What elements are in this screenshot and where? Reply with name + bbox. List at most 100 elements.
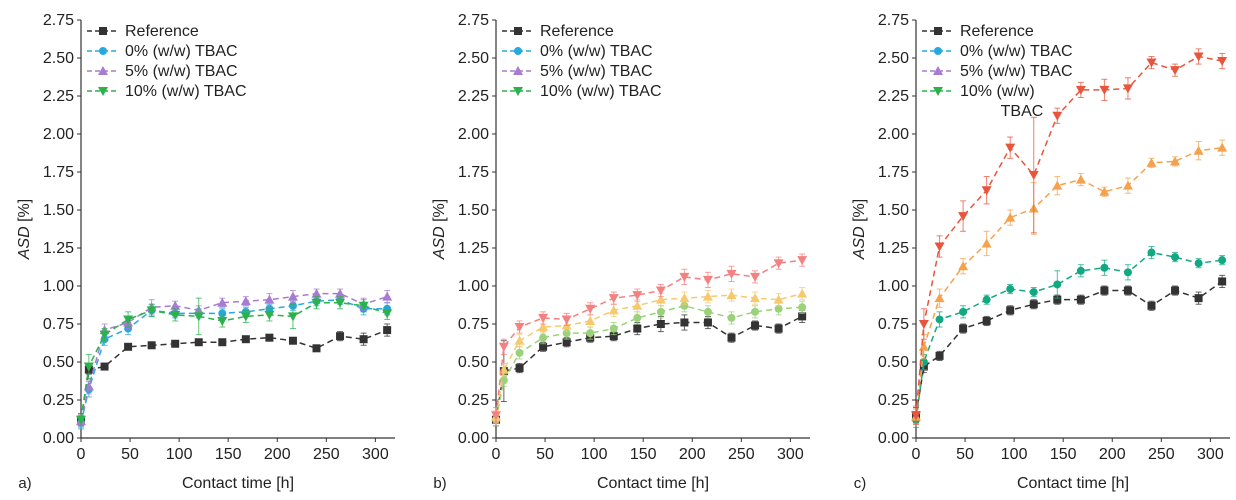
- point-marker-triangle-down: [514, 323, 525, 333]
- point-marker-triangle-up: [702, 291, 713, 301]
- point-marker-circle: [774, 304, 783, 313]
- legend-entry: 10% (w/w) TBAC: [502, 83, 662, 100]
- y-tick-label: 0.75: [458, 316, 489, 333]
- y-tick-label: 1.00: [458, 278, 489, 295]
- point-marker-triangle-down: [911, 411, 921, 421]
- data-series-1: [492, 309, 807, 427]
- point-marker-triangle-up: [750, 293, 761, 303]
- legend-entry: 5% (w/w) TBAC: [502, 63, 653, 80]
- point-marker-triangle-up: [608, 305, 619, 315]
- point-marker-triangle-down: [1217, 57, 1228, 67]
- x-tick-label: 100: [581, 446, 608, 463]
- y-axis-label: ASD [%]: [16, 199, 33, 260]
- legend-entry: Reference: [87, 23, 199, 40]
- y-tick-label: 1.50: [458, 202, 489, 219]
- legend-entry: Reference: [502, 23, 614, 40]
- point-marker-triangle-down: [240, 312, 251, 322]
- point-marker-triangle-down: [1075, 85, 1086, 95]
- point-marker-triangle-down: [1170, 66, 1181, 76]
- x-tick-label: 250: [728, 446, 755, 463]
- y-axis-label: ASD [%]: [431, 199, 448, 260]
- point-marker-circle: [703, 307, 712, 316]
- point-marker-triangle-down: [726, 269, 737, 279]
- point-marker-circle: [1194, 259, 1203, 268]
- point-marker-triangle-down: [1099, 85, 1110, 95]
- legend-label: 5% (w/w) TBAC: [125, 63, 238, 80]
- point-marker-square: [1076, 295, 1085, 304]
- point-marker-triangle-down: [1193, 52, 1204, 62]
- point-marker-triangle-down: [83, 362, 94, 372]
- data-series-1: [912, 274, 1227, 424]
- x-tick-label: 100: [1001, 446, 1028, 463]
- point-marker-triangle-down: [264, 310, 275, 320]
- legend-label: 5% (w/w) TBAC: [540, 63, 653, 80]
- y-tick-label: 0.50: [878, 354, 909, 371]
- data-series-2: [77, 294, 392, 430]
- data-series-4: [76, 296, 393, 427]
- point-marker-triangle-down: [958, 212, 969, 222]
- point-marker-triangle-down: [193, 312, 204, 322]
- x-axis-label: Contact time [h]: [182, 475, 294, 492]
- point-marker-triangle-down: [773, 259, 784, 269]
- y-tick-label: 0.00: [458, 430, 489, 447]
- legend-label: Reference: [960, 23, 1034, 40]
- point-marker-triangle-up: [98, 66, 108, 75]
- point-marker-circle: [798, 303, 807, 312]
- point-marker-square: [982, 316, 991, 325]
- y-tick-label: 2.75: [878, 12, 909, 29]
- legend-label: 5% (w/w) TBAC: [960, 63, 1073, 80]
- point-marker-triangle-up: [1193, 145, 1204, 155]
- point-marker-square: [171, 339, 180, 348]
- point-marker-circle: [514, 47, 522, 55]
- point-marker-square: [703, 318, 712, 327]
- point-marker-triangle-up: [217, 297, 228, 307]
- point-marker-triangle-down: [702, 275, 713, 285]
- legend-entry: 5% (w/w) TBAC: [922, 63, 1073, 80]
- point-marker-triangle-down: [1122, 84, 1133, 94]
- point-marker-triangle-up: [585, 315, 596, 325]
- point-marker-square: [1006, 306, 1015, 315]
- x-tick-label: 250: [313, 446, 340, 463]
- point-marker-triangle-down: [498, 342, 509, 352]
- point-marker-square: [539, 342, 548, 351]
- point-marker-square: [218, 338, 227, 347]
- chart-panel-2: 0.00 0.25 0.50 0.75 1.00 1.25 1.50 1.75 2.00 2.25…: [431, 12, 810, 492]
- y-tick-label: 2.50: [458, 50, 489, 67]
- x-tick-label: 200: [1099, 446, 1126, 463]
- y-axis-label-symbol: ASD: [431, 226, 448, 260]
- point-marker-triangle-up: [311, 288, 322, 298]
- y-axis-label: ASD [%]: [851, 199, 868, 260]
- point-marker-triangle-down: [934, 242, 945, 252]
- point-marker-square: [336, 332, 345, 341]
- y-tick-label: 1.00: [43, 278, 74, 295]
- point-marker-square: [147, 341, 156, 350]
- point-marker-circle: [99, 47, 107, 55]
- y-tick-label: 2.25: [458, 88, 489, 105]
- y-tick-label: 2.00: [43, 126, 74, 143]
- point-marker-triangle-up: [1146, 157, 1157, 167]
- x-tick-label: 300: [777, 446, 804, 463]
- x-tick-label: 150: [1050, 446, 1077, 463]
- point-marker-circle: [1076, 266, 1085, 275]
- x-tick-label: 50: [956, 446, 974, 463]
- data-series-1: [77, 323, 392, 427]
- panel-letter: b): [433, 475, 446, 492]
- legend-label: 0% (w/w) TBAC: [125, 43, 238, 60]
- y-tick-label: 2.00: [458, 126, 489, 143]
- legend-label: 10% (w/w) TBAC: [125, 83, 247, 100]
- point-marker-triangle-up: [934, 293, 945, 303]
- point-marker-triangle-up: [513, 66, 523, 75]
- point-marker-triangle-down: [99, 330, 110, 340]
- point-marker-circle: [515, 348, 524, 357]
- x-tick-label: 200: [264, 446, 291, 463]
- point-marker-triangle-up: [679, 293, 690, 303]
- legend: Reference 0% (w/w) TBAC 5% (w/w) TBAC 10% (…: [502, 23, 662, 100]
- point-marker-triangle-up: [1217, 142, 1228, 152]
- point-marker-square: [1029, 300, 1038, 309]
- y-tick-label: 0.75: [878, 316, 909, 333]
- point-marker-triangle-down: [679, 272, 690, 282]
- point-marker-triangle-up: [918, 341, 929, 351]
- data-series-3: [491, 287, 808, 424]
- point-marker-square: [935, 351, 944, 360]
- point-marker-triangle-down: [146, 306, 157, 316]
